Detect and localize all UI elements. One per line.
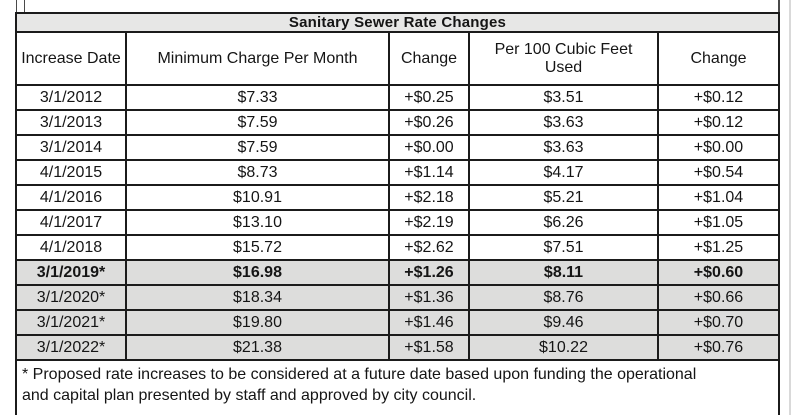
cell-min-charge-per-month: $15.72 [127, 236, 390, 259]
table-row: 3/1/2019* $16.98 +$1.26 $8.11 +$0.60 [17, 261, 778, 286]
footnote-text: * Proposed rate increases to be consider… [22, 366, 697, 404]
cell-change-min-charge: +$0.00 [390, 136, 470, 159]
table-row: 4/1/2018 $15.72 +$2.62 $7.51 +$1.25 [17, 236, 778, 261]
table-row: 3/1/2022* $21.38 +$1.58 $10.22 +$0.76 [17, 336, 778, 361]
cell-change-min-charge: +$0.25 [390, 86, 470, 109]
table-row: 4/1/2016 $10.91 +$2.18 $5.21 +$1.04 [17, 186, 778, 211]
cell-change-per-100cf: +$0.00 [693, 138, 744, 156]
cell-per-100-cubic-feet: $9.46 [470, 311, 659, 334]
table-row: 3/1/2021* $19.80 +$1.46 $9.46 +$0.70 [17, 311, 778, 336]
table-row: 3/1/2013 $7.59 +$0.26 $3.63 +$0.12 [17, 111, 778, 136]
column-header-increase-date: Increase Date [17, 33, 127, 84]
cell-change-min-charge: +$1.46 [390, 311, 470, 334]
cell-increase-date: 3/1/2022* [17, 336, 127, 359]
cell-border-artifact [16, 0, 17, 13]
cell-change-per-100cf: +$0.60 [693, 263, 744, 281]
table-row: 3/1/2020* $18.34 +$1.36 $8.76 +$0.66 [17, 286, 778, 311]
cell-per-100-cubic-feet: $8.11 [470, 261, 659, 284]
cell-per-100-cubic-feet: $7.51 [470, 236, 659, 259]
cell-min-charge-per-month: $21.38 [127, 336, 390, 359]
cell-change-min-charge: +$1.14 [390, 161, 470, 184]
cell-change-min-charge: +$1.26 [390, 261, 470, 284]
cell-per-100-cubic-feet: $3.63 [470, 111, 659, 134]
table-title: Sanitary Sewer Rate Changes [17, 14, 778, 33]
cell-change-min-charge: +$1.58 [390, 336, 470, 359]
cell-increase-date: 3/1/2013 [17, 111, 127, 134]
cell-increase-date: 4/1/2017 [17, 211, 127, 234]
cell-min-charge-per-month: $13.10 [127, 211, 390, 234]
cell-change-min-charge: +$2.18 [390, 186, 470, 209]
table-row: 3/1/2014 $7.59 +$0.00 $3.63 +$0.00 [17, 136, 778, 161]
cell-min-charge-per-month: $16.98 [127, 261, 390, 284]
cell-per-100-cubic-feet: $4.17 [470, 161, 659, 184]
cell-min-charge-per-month: $7.33 [127, 86, 390, 109]
cell-per-100-cubic-feet: $3.51 [470, 86, 659, 109]
cell-per-100-cubic-feet: $5.21 [470, 186, 659, 209]
cell-change-min-charge: +$2.19 [390, 211, 470, 234]
cell-per-100-cubic-feet: $8.76 [470, 286, 659, 309]
cell-border-artifact [24, 0, 25, 13]
sanitary-sewer-rate-table: Sanitary Sewer Rate Changes Increase Dat… [15, 12, 780, 415]
cell-change-per-100cf: +$0.12 [693, 113, 744, 131]
page-edge-line [789, 0, 791, 415]
cell-per-100-cubic-feet: $3.63 [470, 136, 659, 159]
table-row: 4/1/2015 $8.73 +$1.14 $4.17 +$0.54 [17, 161, 778, 186]
column-header-change-min-charge: Change [390, 33, 470, 84]
cell-change-per-100cf: +$0.66 [693, 288, 744, 306]
cell-change-per-100cf: +$0.70 [693, 313, 744, 331]
cell-min-charge-per-month: $19.80 [127, 311, 390, 334]
cell-per-100-cubic-feet: $6.26 [470, 211, 659, 234]
cell-change-per-100cf: +$1.25 [693, 238, 744, 256]
table-footnote: * Proposed rate increases to be consider… [17, 361, 778, 415]
table-header-row: Increase Date Minimum Charge Per Month Cha… [17, 33, 778, 86]
cell-increase-date: 3/1/2014 [17, 136, 127, 159]
cell-min-charge-per-month: $7.59 [127, 136, 390, 159]
cell-change-min-charge: +$1.36 [390, 286, 470, 309]
table-row: 3/1/2012 $7.33 +$0.25 $3.51 +$0.12 [17, 86, 778, 111]
cell-increase-date: 3/1/2012 [17, 86, 127, 109]
cell-change-per-100cf: +$0.76 [693, 338, 744, 356]
cell-change-per-100cf: +$0.12 [693, 88, 744, 106]
cell-change-per-100cf: +$1.04 [693, 188, 744, 206]
cell-change-min-charge: +$0.26 [390, 111, 470, 134]
column-header-per-100-cubic-feet: Per 100 Cubic Feet Used [470, 33, 659, 84]
table-body: 3/1/2012 $7.33 +$0.25 $3.51 +$0.12 3/1/2013 $7… [17, 86, 778, 361]
cell-change-per-100cf: +$1.05 [693, 213, 744, 231]
cell-increase-date: 4/1/2018 [17, 236, 127, 259]
cell-min-charge-per-month: $10.91 [127, 186, 390, 209]
cell-increase-date: 4/1/2016 [17, 186, 127, 209]
table-row: 4/1/2017 $13.10 +$2.19 $6.26 +$1.05 [17, 211, 778, 236]
column-header-change-per-100cf: Change [690, 49, 747, 67]
cell-change-per-100cf: +$0.54 [693, 163, 744, 181]
cell-increase-date: 3/1/2020* [17, 286, 127, 309]
cell-increase-date: 3/1/2021* [17, 311, 127, 334]
cell-min-charge-per-month: $7.59 [127, 111, 390, 134]
cell-change-min-charge: +$2.62 [390, 236, 470, 259]
cell-increase-date: 4/1/2015 [17, 161, 127, 184]
cell-increase-date: 3/1/2019* [17, 261, 127, 284]
cell-border-artifact [778, 0, 780, 13]
cell-min-charge-per-month: $18.34 [127, 286, 390, 309]
cell-min-charge-per-month: $8.73 [127, 161, 390, 184]
column-header-min-charge-per-month: Minimum Charge Per Month [127, 33, 390, 84]
cell-per-100-cubic-feet: $10.22 [470, 336, 659, 359]
